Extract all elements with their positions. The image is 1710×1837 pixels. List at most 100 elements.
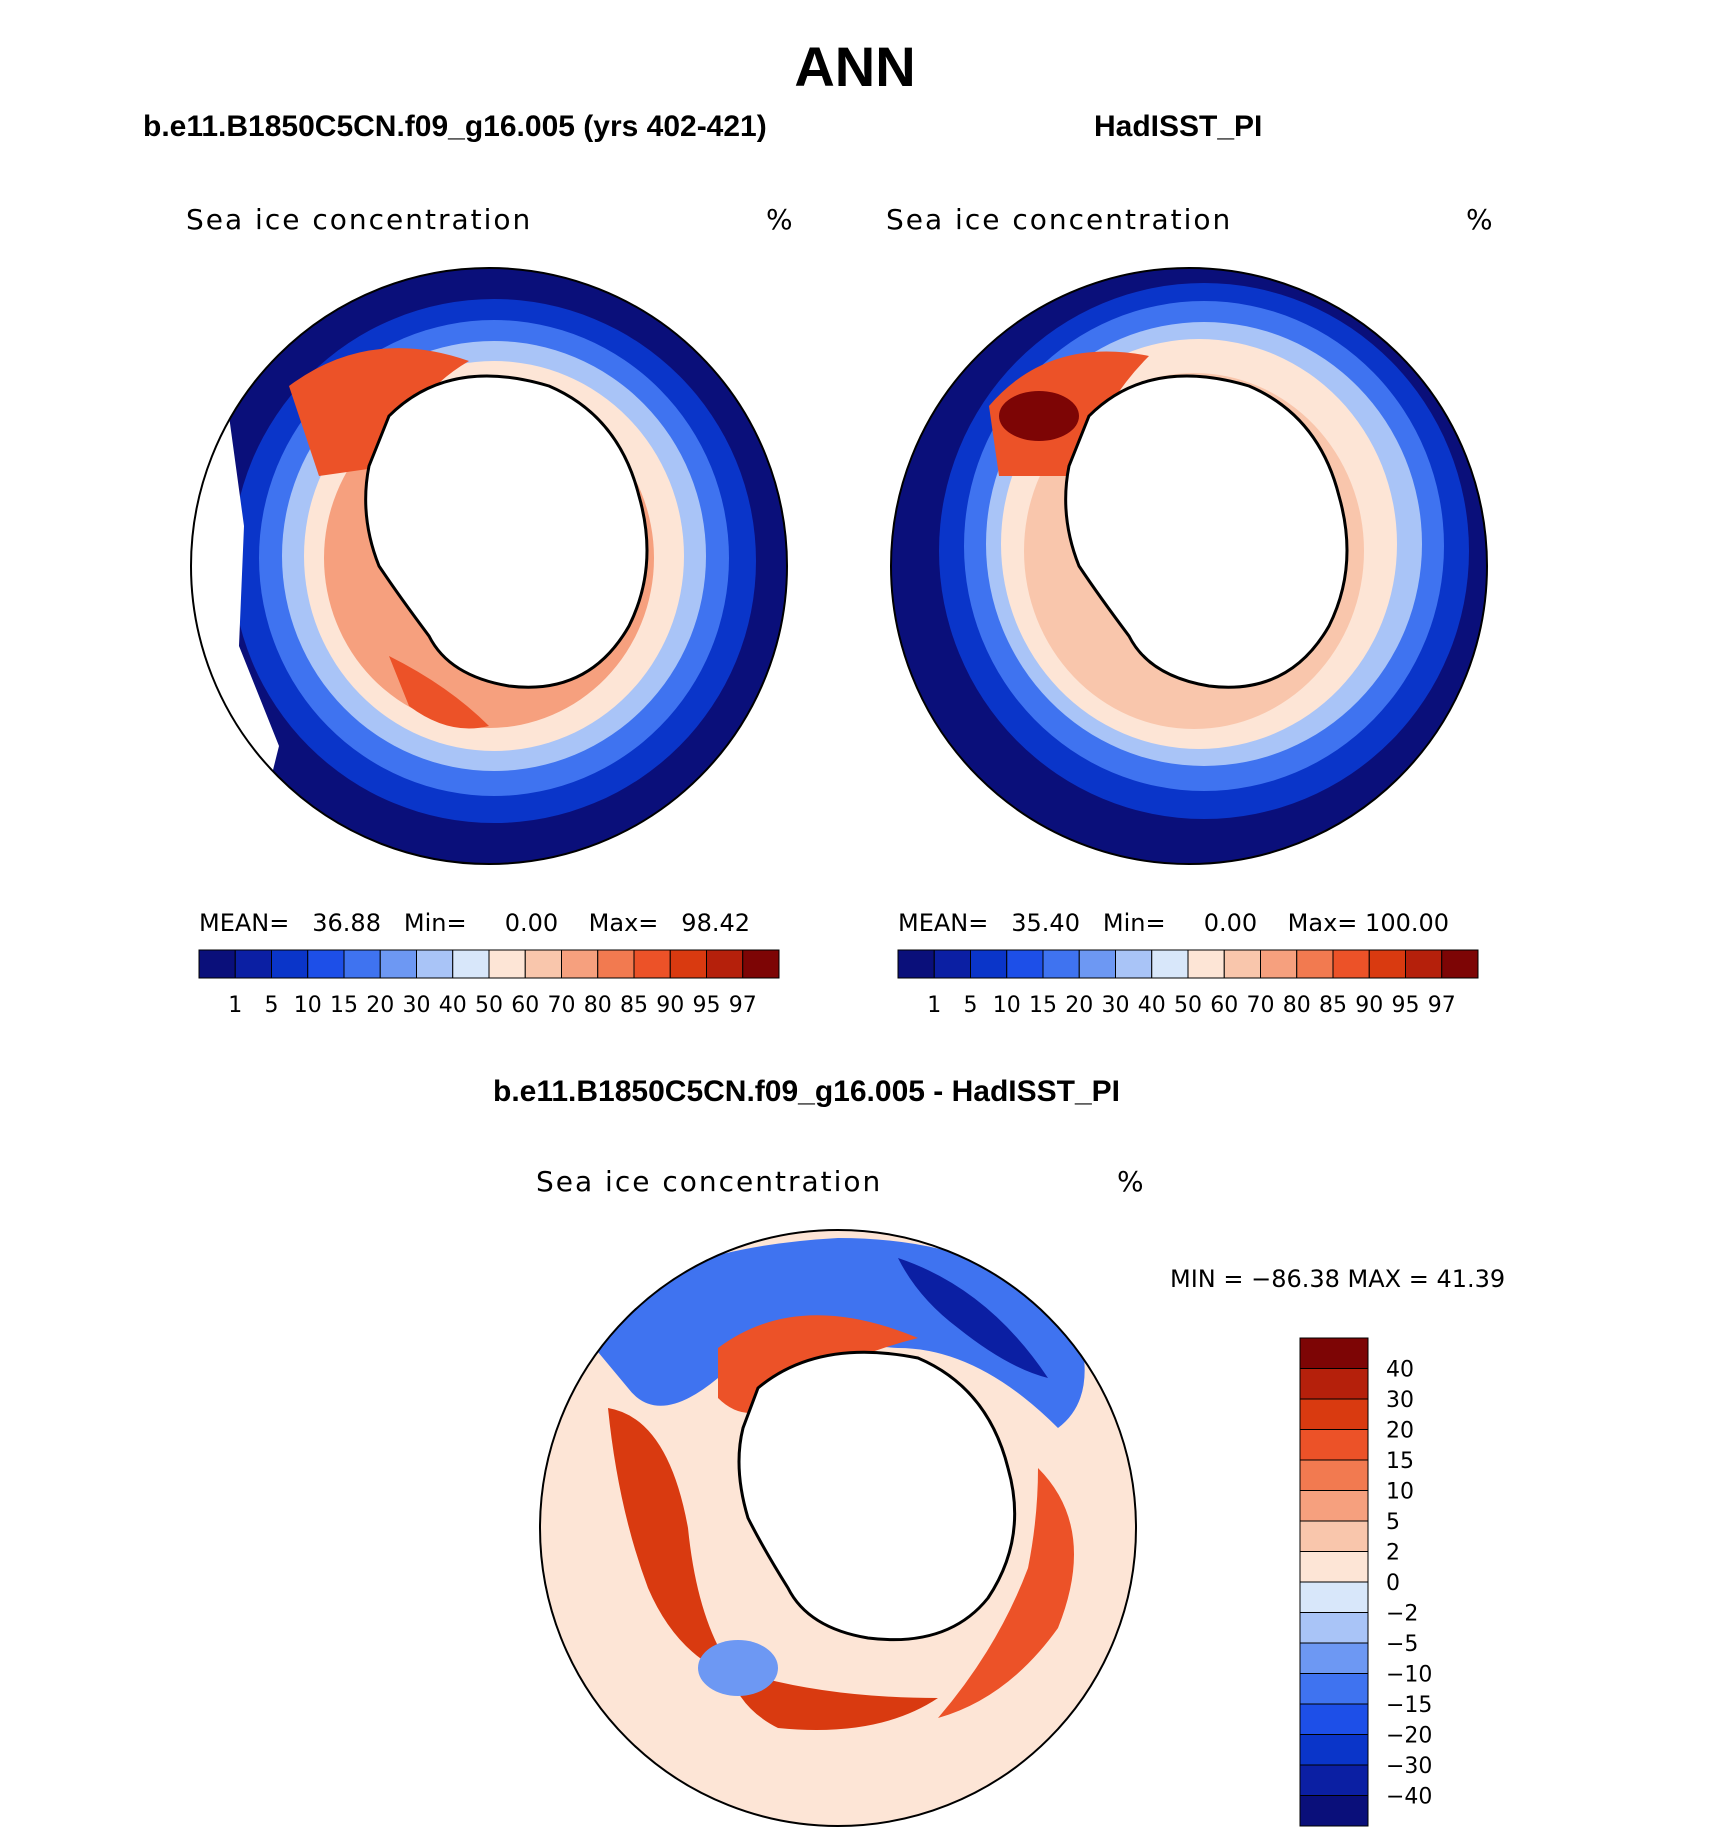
right-colorbar-tick-label: 60 <box>1210 993 1238 1018</box>
right-colorbar-tick-label: 15 <box>1029 993 1057 1018</box>
right-colorbar-swatch <box>1405 949 1443 979</box>
diff-variable-label: Sea ice concentration <box>536 1165 883 1198</box>
left-colorbar-swatch <box>343 949 381 979</box>
left-colorbar-tick-label: 95 <box>693 993 721 1018</box>
left-stats: MEAN= 36.88 Min= 0.00 Max= 98.42 <box>199 909 751 937</box>
diff-colorbar-tick-label: −15 <box>1386 1693 1432 1718</box>
left-colorbar-tick-label: 80 <box>584 993 612 1018</box>
left-colorbar-swatch <box>488 949 526 979</box>
left-colorbar-swatch <box>198 949 236 979</box>
diff-colorbar-swatch <box>1299 1764 1369 1796</box>
diff-colorbar-tick-label: 40 <box>1386 1358 1414 1383</box>
diff-colorbar-tick-label: −40 <box>1386 1785 1432 1810</box>
figure-title: ANN <box>794 35 916 98</box>
diff-colorbar-tick-label: 0 <box>1386 1571 1400 1596</box>
right-colorbar-swatch <box>1332 949 1370 979</box>
right-colorbar: 1 5 10 15 20 30 40 50 60 70 80 85 90 95 97 <box>897 949 1479 1018</box>
left-colorbar-tick-label: 1 <box>228 993 242 1018</box>
diff-colorbar-swatch <box>1299 1581 1369 1613</box>
left-colorbar-tick-label: 70 <box>548 993 576 1018</box>
left-colorbar-swatch <box>416 949 454 979</box>
right-colorbar-swatch <box>1441 949 1479 979</box>
diff-left-excess <box>608 1408 738 1678</box>
right-polar-map <box>890 267 1488 865</box>
diff-colorbar-swatch <box>1299 1612 1369 1644</box>
right-colorbar-swatch <box>1006 949 1044 979</box>
diff-continent <box>737 1350 1017 1642</box>
left-colorbar-swatch <box>379 949 417 979</box>
left-colorbar-swatch <box>597 949 635 979</box>
left-colorbar-swatch <box>561 949 599 979</box>
diff-colorbar-swatch <box>1299 1673 1369 1705</box>
left-colorbar-tick-label: 50 <box>475 993 503 1018</box>
left-weddell-ice <box>289 348 469 476</box>
right-colorbar-swatch <box>1115 949 1153 979</box>
diff-colorbar-swatch <box>1299 1368 1369 1400</box>
diff-colorbar-tick-label: −5 <box>1386 1632 1418 1657</box>
left-colorbar-tick-label: 85 <box>620 993 648 1018</box>
left-colorbar-tick-label: 60 <box>511 993 539 1018</box>
left-polar-map <box>190 267 788 865</box>
left-colorbar-tick-label: 15 <box>330 993 358 1018</box>
right-colorbar-tick-label: 70 <box>1247 993 1275 1018</box>
right-colorbar-swatch <box>1187 949 1225 979</box>
right-colorbar-swatch <box>1042 949 1080 979</box>
right-colorbar-tick-label: 95 <box>1392 993 1420 1018</box>
left-colorbar-swatch <box>706 949 744 979</box>
left-colorbar-swatch <box>633 949 671 979</box>
right-colorbar-swatch <box>1296 949 1334 979</box>
diff-right-excess <box>938 1468 1074 1718</box>
left-ross-ice <box>389 656 489 729</box>
left-colorbar-swatch <box>307 949 345 979</box>
diff-colorbar-swatch <box>1299 1551 1369 1583</box>
right-continent <box>1064 374 1349 689</box>
diff-colorbar-swatch <box>1299 1337 1369 1369</box>
left-variable-label: Sea ice concentration <box>186 203 533 236</box>
diff-panel-title: b.e11.B1850C5CN.f09_g16.005 - HadISST_PI <box>493 1075 1120 1108</box>
right-colorbar-tick-label: 80 <box>1283 993 1311 1018</box>
left-units-label: % <box>766 203 795 236</box>
diff-colorbar-tick-label: 30 <box>1386 1388 1414 1413</box>
diff-colorbar-tick-label: 20 <box>1386 1419 1414 1444</box>
right-colorbar-tick-label: 30 <box>1102 993 1130 1018</box>
diff-colorbar-tick-label: −10 <box>1386 1663 1432 1688</box>
right-colorbar-swatch <box>1151 949 1189 979</box>
right-colorbar-tick-label: 50 <box>1174 993 1202 1018</box>
diff-polar-map <box>539 1229 1137 1827</box>
left-colorbar-tick-label: 30 <box>403 993 431 1018</box>
left-colorbar-swatch <box>742 949 780 979</box>
diff-colorbar-swatch <box>1299 1490 1369 1522</box>
left-colorbar-tick-label: 10 <box>294 993 322 1018</box>
right-colorbar-tick-label: 1 <box>927 993 941 1018</box>
left-colorbar-swatch <box>524 949 562 979</box>
diff-colorbar-tick-label: −2 <box>1386 1602 1418 1627</box>
right-colorbar-swatch <box>897 949 935 979</box>
right-weddell-max <box>999 391 1079 441</box>
left-colorbar: 1 5 10 15 20 30 40 50 60 70 80 85 90 95 97 <box>198 949 780 1018</box>
right-stats: MEAN= 35.40 Min= 0.00 Max= 100.00 <box>898 909 1450 937</box>
diff-colorbar-tick-label: 2 <box>1386 1541 1400 1566</box>
right-colorbar-tick-label: 85 <box>1319 993 1347 1018</box>
left-colorbar-tick-label: 90 <box>656 993 684 1018</box>
diff-colorbar-tick-label: −30 <box>1386 1754 1432 1779</box>
left-colorbar-swatch <box>669 949 707 979</box>
diff-colorbar-tick-label: 15 <box>1386 1449 1414 1474</box>
diff-bottom-excess <box>728 1668 938 1730</box>
right-colorbar-tick-label: 20 <box>1065 993 1093 1018</box>
left-colorbar-tick-label: 97 <box>729 993 757 1018</box>
right-colorbar-tick-label: 5 <box>964 993 978 1018</box>
left-panel-title: b.e11.B1850C5CN.f09_g16.005 (yrs 402-421… <box>143 110 767 143</box>
diff-upper-deficit-core <box>898 1258 1048 1378</box>
diff-colorbar-swatch <box>1299 1642 1369 1674</box>
diff-colorbar-tick-label: 5 <box>1386 1510 1400 1535</box>
right-colorbar-tick-label: 10 <box>993 993 1021 1018</box>
right-colorbar-swatch <box>1223 949 1261 979</box>
right-variable-label: Sea ice concentration <box>886 203 1233 236</box>
diff-units-label: % <box>1117 1165 1146 1198</box>
right-colorbar-tick-label: 90 <box>1355 993 1383 1018</box>
diff-ross-deficit <box>698 1640 778 1696</box>
diff-minmax: MIN = −86.38 MAX = 41.39 <box>1170 1265 1506 1293</box>
diff-colorbar-swatch <box>1299 1398 1369 1430</box>
right-colorbar-tick-label: 97 <box>1428 993 1456 1018</box>
